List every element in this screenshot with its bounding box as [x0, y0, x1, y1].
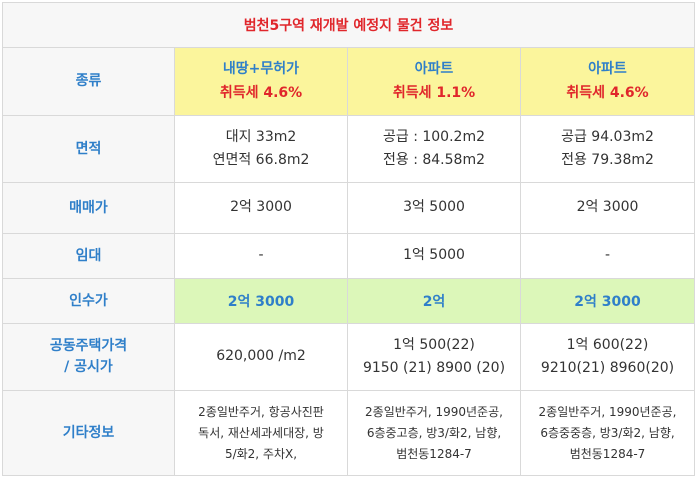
sale-price-cell: 2억 3000 [520, 182, 695, 234]
housing-price-cell-3: 1억 600(22) 9210(21) 8960(20) [520, 323, 695, 391]
acquisition-tax: 취득세 4.6% [566, 84, 649, 101]
other-info-line: 2종일반주거, 1990년준공, [365, 404, 503, 419]
table-row-sale-price: 매매가 2억 3000 3억 5000 2억 3000 [2, 182, 695, 234]
acquisition-tax: 취득세 1.1% [392, 84, 476, 101]
table-row-lease: 임대 - 1억 5000 - [2, 233, 695, 279]
acquisition-price-cell: 2억 [347, 278, 521, 324]
area-cell-1: 대지 33m2 연면적 66.8m2 [174, 115, 348, 183]
table-row-other-info: 기타정보 2종일반주거, 항공사진판 독서, 재산세과세대장, 방 5/화2, … [2, 390, 695, 476]
table-row-area: 면적 대지 33m2 연면적 66.8m2 공급 : 100.2m2 전용 : … [2, 115, 695, 183]
other-info-cell-1: 2종일반주거, 항공사진판 독서, 재산세과세대장, 방 5/화2, 주차X, [174, 390, 348, 476]
other-info-line: 6층중고층, 방3/화2, 남향, [366, 425, 502, 440]
area-cell-3: 공급 94.03m2 전용 79.38m2 [520, 115, 695, 183]
other-info-line: 범천동1284-7 [396, 446, 472, 461]
row-label-line: 공동주택가격 [49, 338, 128, 354]
title-row: 범천5구역 재개발 예정지 물건 정보 [2, 2, 695, 48]
other-info-line: 2종일반주거, 1990년준공, [538, 404, 677, 419]
acquisition-price-cell: 2억 3000 [520, 278, 695, 324]
row-label-acquisition-price: 인수가 [2, 278, 175, 324]
row-label-housing-price: 공동주택가격 / 공시가 [2, 323, 175, 391]
housing-price-cell-2: 1억 500(22) 9150 (21) 8900 (20) [347, 323, 521, 391]
other-info-cell-2: 2종일반주거, 1990년준공, 6층중고층, 방3/화2, 남향, 범천동12… [347, 390, 521, 476]
other-info-cell-3: 2종일반주거, 1990년준공, 6층중중층, 방3/화2, 남향, 범천동12… [520, 390, 695, 476]
property-type: 아파트 [588, 61, 627, 78]
housing-price-line: 9150 (21) 8900 (20) [362, 360, 506, 376]
lease-cell: - [174, 233, 348, 279]
housing-price-line: 9210(21) 8960(20) [540, 360, 675, 376]
property-type: 아파트 [414, 61, 454, 78]
area-line: 공급 : 100.2m2 [382, 128, 485, 145]
row-label-lease: 임대 [2, 233, 175, 279]
table-row-type: 종류 내땅+무허가 취득세 4.6% 아파트 취득세 1.1% 아파트 취득세 … [2, 47, 695, 116]
type-cell-3: 아파트 취득세 4.6% [520, 47, 695, 116]
housing-price-line: 620,000 /m2 [216, 348, 306, 365]
other-info-line: 독서, 재산세과세대장, 방 [198, 425, 324, 440]
type-cell-1: 내땅+무허가 취득세 4.6% [174, 47, 348, 116]
property-type: 내땅+무허가 [222, 61, 300, 78]
area-line: 대지 33m2 [225, 128, 297, 145]
table-title: 범천5구역 재개발 예정지 물건 정보 [2, 2, 695, 48]
row-label-other-info: 기타정보 [2, 390, 175, 476]
lease-cell: - [520, 233, 695, 279]
area-line: 연면적 66.8m2 [212, 152, 310, 168]
acquisition-tax: 취득세 4.6% [219, 84, 303, 101]
sale-price-cell: 3억 5000 [347, 182, 521, 234]
housing-price-cell-1: 620,000 /m2 [174, 323, 348, 391]
row-label-line: / 공시가 [64, 359, 113, 375]
row-label-area: 면적 [2, 115, 175, 183]
area-cell-2: 공급 : 100.2m2 전용 : 84.58m2 [347, 115, 521, 183]
housing-price-line: 1억 600(22) [566, 336, 649, 353]
acquisition-price-cell: 2억 3000 [174, 278, 348, 324]
other-info-line: 2종일반주거, 항공사진판 [198, 404, 324, 419]
type-cell-2: 아파트 취득세 1.1% [347, 47, 521, 116]
table-row-housing-price: 공동주택가격 / 공시가 620,000 /m2 1억 500(22) 9150… [2, 323, 695, 391]
row-label-sale-price: 매매가 [2, 182, 175, 234]
area-line: 전용 : 84.58m2 [382, 152, 485, 168]
area-line: 공급 94.03m2 [561, 128, 654, 145]
housing-price-line: 1억 500(22) [393, 336, 475, 353]
sale-price-cell: 2억 3000 [174, 182, 348, 234]
row-label-type: 종류 [2, 47, 175, 116]
area-line: 전용 79.38m2 [561, 152, 654, 168]
other-info-line: 6층중중층, 방3/화2, 남향, [540, 425, 675, 440]
table-row-acquisition-price: 인수가 2억 3000 2억 2억 3000 [2, 278, 695, 324]
other-info-line: 범천동1284-7 [569, 446, 646, 461]
lease-cell: 1억 5000 [347, 233, 521, 279]
other-info-line: 5/화2, 주차X, [224, 446, 298, 461]
